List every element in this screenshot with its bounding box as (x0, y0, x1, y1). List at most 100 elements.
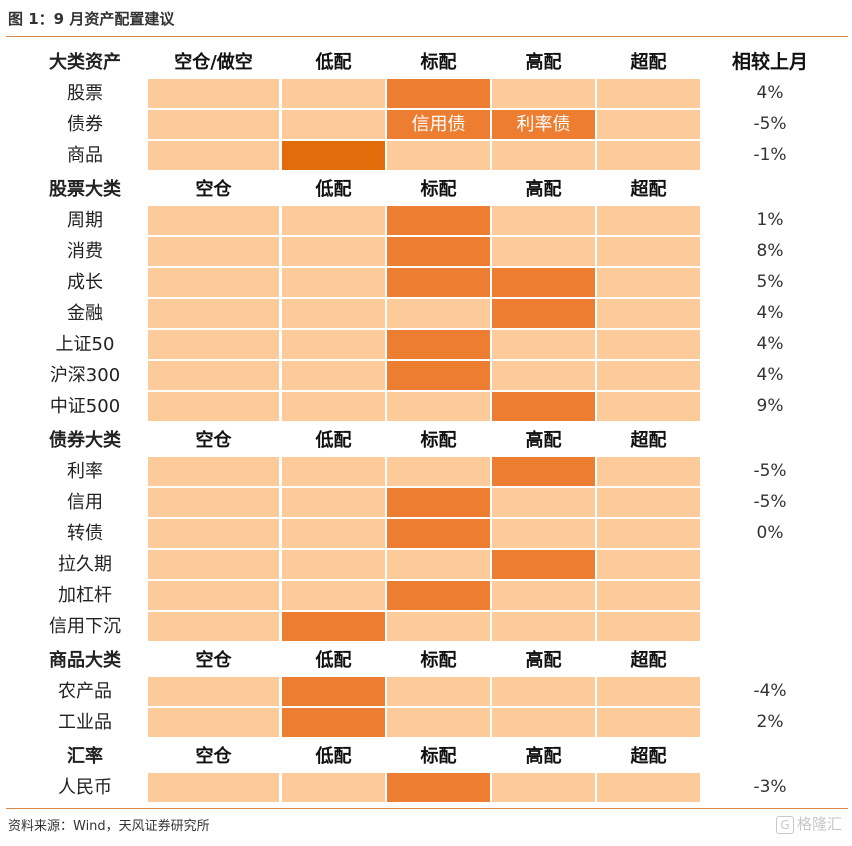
table-row: 农产品 -4% (0, 677, 852, 706)
column-header: 空仓 (195, 430, 232, 451)
top-rule (6, 36, 848, 37)
allocation-cell (282, 299, 385, 328)
allocation-cell (282, 392, 385, 421)
allocation-cell (597, 488, 700, 517)
allocation-cell (282, 79, 385, 108)
column-header: 超配 (630, 179, 667, 200)
allocation-cell (282, 237, 385, 266)
allocation-cell (597, 361, 700, 390)
allocation-cell (282, 773, 385, 802)
column-header: 空仓/做空 (174, 52, 253, 73)
column-header: 空仓 (195, 650, 232, 671)
allocation-cell (387, 488, 490, 517)
allocation-cell (387, 519, 490, 548)
table-row: 股票 4% (0, 79, 852, 108)
allocation-cell (282, 268, 385, 297)
row-label: 人民币 (58, 777, 112, 798)
allocation-cell (597, 141, 700, 170)
allocation-cell (148, 488, 279, 517)
section-header-row: 商品大类 空仓 低配 标配 高配 超配 (0, 646, 852, 675)
change-value: -5% (753, 461, 787, 481)
allocation-cell: 利率债 (492, 110, 595, 139)
allocation-cell (492, 330, 595, 359)
column-header: 低配 (315, 650, 352, 671)
table-row: 沪深300 4% (0, 361, 852, 390)
change-value: 5% (756, 272, 784, 292)
row-label: 消费 (67, 241, 103, 262)
allocation-cell (282, 519, 385, 548)
column-header: 高配 (525, 430, 562, 451)
allocation-cell (282, 206, 385, 235)
column-header: 空仓 (195, 179, 232, 200)
allocation-cell (597, 457, 700, 486)
allocation-cell (597, 550, 700, 579)
allocation-cell (492, 79, 595, 108)
change-value: 9% (756, 396, 784, 416)
column-header: 标配 (420, 650, 457, 671)
allocation-cell (387, 268, 490, 297)
change-value (720, 612, 820, 641)
allocation-cell (148, 268, 279, 297)
allocation-cell (148, 330, 279, 359)
column-header: 高配 (525, 52, 562, 73)
table-row: 工业品 2% (0, 708, 852, 737)
change-value: -5% (753, 492, 787, 512)
row-label: 利率 (67, 461, 103, 482)
allocation-cell (597, 237, 700, 266)
row-label: 上证50 (55, 334, 115, 355)
row-label: 工业品 (58, 712, 112, 733)
column-header: 标配 (420, 746, 457, 767)
allocation-cell (597, 581, 700, 610)
change-column-header: 相较上月 (731, 51, 808, 73)
allocation-cell (148, 141, 279, 170)
allocation-cell (597, 206, 700, 235)
allocation-cell (282, 330, 385, 359)
table-row: 信用 -5% (0, 488, 852, 517)
section-title: 股票大类 (49, 179, 121, 200)
allocation-cell (387, 457, 490, 486)
allocation-cell (282, 581, 385, 610)
table-row: 转债 0% (0, 519, 852, 548)
table-row: 信用下沉 (0, 612, 852, 641)
allocation-cell (148, 110, 279, 139)
section-title: 商品大类 (49, 650, 121, 671)
row-label: 成长 (67, 272, 103, 293)
row-label: 周期 (67, 210, 103, 231)
allocation-cell (148, 550, 279, 579)
table-row: 成长 5% (0, 268, 852, 297)
change-value: 8% (756, 241, 784, 261)
change-value: 1% (756, 210, 784, 230)
column-header: 空仓 (195, 746, 232, 767)
column-header: 高配 (525, 179, 562, 200)
source-note: 资料来源：Wind，天风证券研究所 (8, 819, 210, 834)
table-row: 人民币 -3% (0, 773, 852, 802)
allocation-cell (148, 206, 279, 235)
column-header: 超配 (630, 430, 667, 451)
allocation-cell (148, 361, 279, 390)
section-header-row: 汇率 空仓 低配 标配 高配 超配 (0, 742, 852, 771)
change-value: 4% (756, 334, 784, 354)
allocation-cell (282, 110, 385, 139)
cell-text: 信用债 (411, 114, 466, 135)
allocation-cell (148, 299, 279, 328)
allocation-cell: 信用债 (387, 110, 490, 139)
allocation-cell (148, 773, 279, 802)
watermark-text: 格隆汇 (796, 815, 842, 833)
section-header-row: 大类资产 空仓/做空 低配 标配 高配 超配 相较上月 (0, 48, 852, 77)
column-header: 标配 (420, 179, 457, 200)
allocation-cell (387, 677, 490, 706)
allocation-cell (492, 268, 595, 297)
column-header: 超配 (630, 746, 667, 767)
cell-text: 利率债 (516, 114, 571, 135)
column-header: 标配 (420, 430, 457, 451)
allocation-cell (492, 206, 595, 235)
table-row: 中证500 9% (0, 392, 852, 421)
allocation-cell (492, 612, 595, 641)
allocation-cell (148, 392, 279, 421)
allocation-cell (597, 392, 700, 421)
row-label: 债券 (67, 114, 103, 135)
allocation-cell (387, 612, 490, 641)
allocation-cell (492, 773, 595, 802)
change-value: -5% (753, 114, 787, 134)
allocation-cell (387, 330, 490, 359)
